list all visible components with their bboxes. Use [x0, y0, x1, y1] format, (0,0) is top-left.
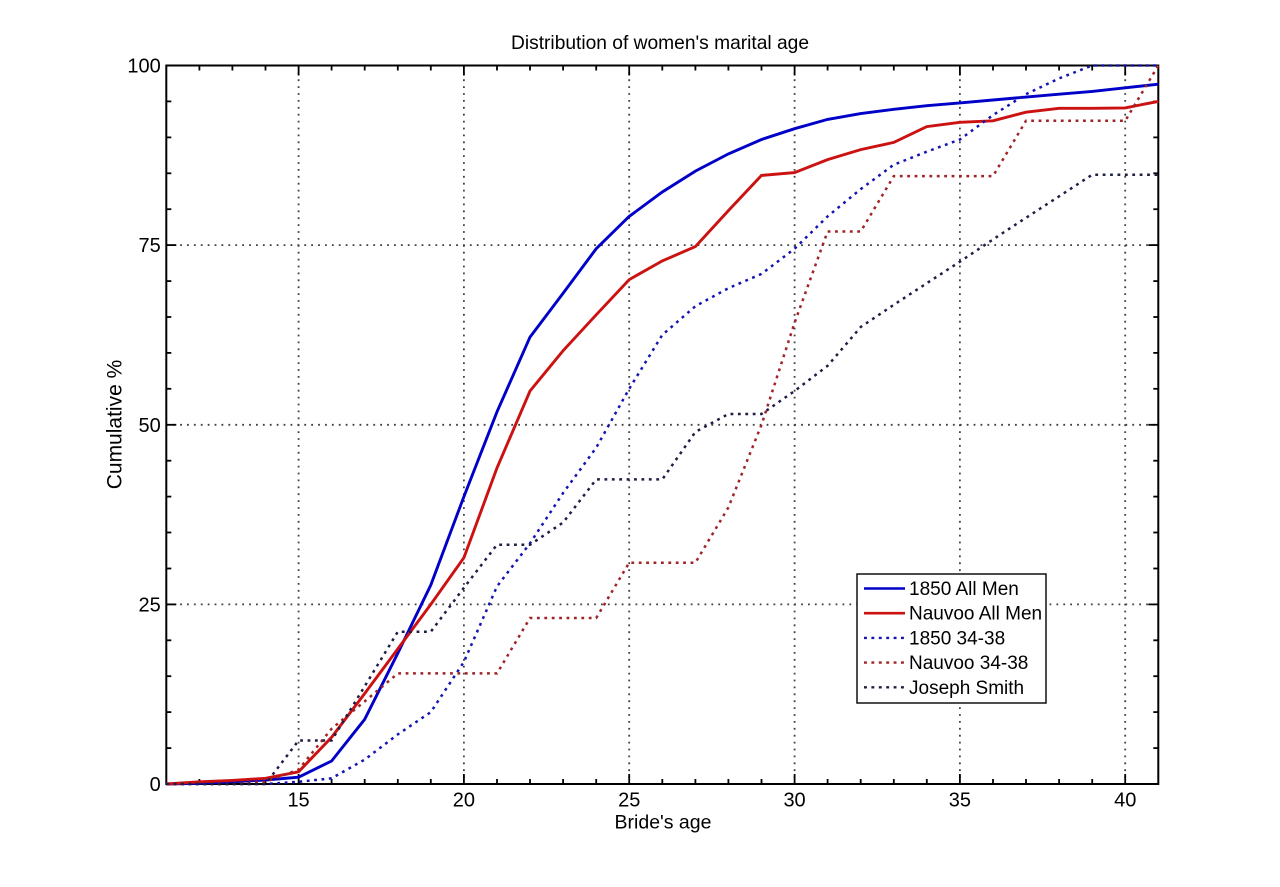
- svg-text:1850 All Men: 1850 All Men: [909, 579, 1019, 600]
- svg-text:50: 50: [139, 415, 161, 437]
- svg-text:1850 34-38: 1850 34-38: [909, 628, 1005, 649]
- svg-text:Cumulative %: Cumulative %: [104, 360, 127, 490]
- svg-text:Joseph Smith: Joseph Smith: [909, 678, 1024, 699]
- svg-text:100: 100: [127, 56, 160, 78]
- svg-text:Bride's age: Bride's age: [615, 812, 712, 834]
- svg-text:25: 25: [139, 594, 161, 616]
- svg-text:40: 40: [1114, 790, 1136, 812]
- svg-text:Distribution of women's marita: Distribution of women's marital age: [511, 33, 809, 54]
- svg-text:20: 20: [453, 790, 475, 812]
- svg-text:Nauvoo 34-38: Nauvoo 34-38: [909, 653, 1028, 674]
- svg-text:0: 0: [150, 774, 161, 796]
- svg-text:25: 25: [618, 790, 640, 812]
- svg-text:35: 35: [949, 790, 971, 812]
- svg-text:75: 75: [139, 235, 161, 257]
- svg-text:Nauvoo All Men: Nauvoo All Men: [909, 604, 1042, 625]
- svg-text:30: 30: [783, 790, 805, 812]
- svg-text:15: 15: [287, 790, 309, 812]
